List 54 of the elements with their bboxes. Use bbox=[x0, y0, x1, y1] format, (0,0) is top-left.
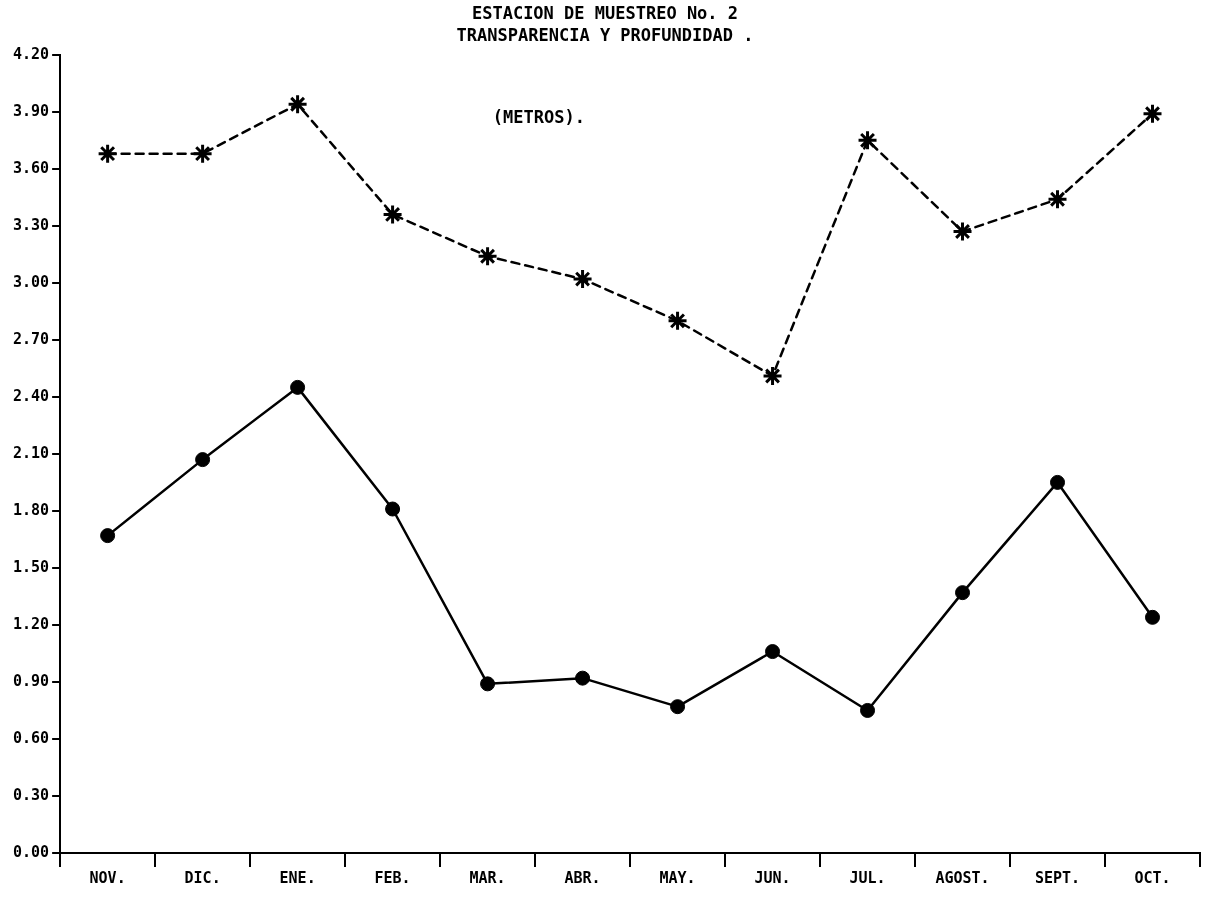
y-tick-label: 1.50 bbox=[13, 557, 50, 576]
point bbox=[667, 310, 689, 332]
y-tick-label: 2.70 bbox=[13, 329, 50, 348]
y-tick-label: 3.60 bbox=[13, 158, 50, 177]
point bbox=[1145, 609, 1161, 625]
point bbox=[382, 203, 404, 225]
point bbox=[575, 670, 591, 686]
point bbox=[195, 452, 211, 468]
x-tick-label: JUL. bbox=[849, 868, 886, 887]
point bbox=[952, 221, 974, 243]
y-tick-label: 0.90 bbox=[13, 671, 50, 690]
y-tick-label: 0.30 bbox=[13, 785, 50, 804]
y-tick-label: 3.90 bbox=[13, 101, 50, 120]
point bbox=[857, 129, 879, 151]
point bbox=[762, 365, 784, 387]
point bbox=[287, 93, 309, 115]
point bbox=[192, 143, 214, 165]
x-tick-label: MAY. bbox=[659, 868, 696, 887]
point bbox=[480, 676, 496, 692]
x-tick-label: ENE. bbox=[279, 868, 316, 887]
x-tick-label: FEB. bbox=[374, 868, 411, 887]
x-tick-label: DIC. bbox=[184, 868, 221, 887]
point bbox=[670, 699, 686, 715]
point bbox=[385, 501, 401, 517]
point bbox=[477, 245, 499, 267]
y-tick-label: 1.20 bbox=[13, 614, 50, 633]
point bbox=[1047, 188, 1069, 210]
point bbox=[572, 268, 594, 290]
chart-subtitle: TRANSPARENCIA Y PROFUNDIDAD . bbox=[456, 25, 754, 46]
y-tick-label: 4.20 bbox=[13, 44, 50, 63]
y-tick-label: 3.30 bbox=[13, 215, 50, 234]
point bbox=[1142, 103, 1164, 125]
x-tick-label: AGOST. bbox=[935, 868, 990, 887]
y-tick-label: 3.00 bbox=[13, 272, 50, 291]
x-tick-label: SEPT. bbox=[1034, 868, 1081, 887]
point bbox=[290, 379, 306, 395]
y-tick-label: 0.00 bbox=[13, 842, 50, 861]
point bbox=[100, 528, 116, 544]
x-tick-label: MAR. bbox=[469, 868, 506, 887]
x-tick-label: NOV. bbox=[89, 868, 126, 887]
x-tick-label: JUN. bbox=[754, 868, 791, 887]
chart-title: ESTACION DE MUESTREO No. 2 bbox=[471, 2, 739, 23]
x-tick-label: ABR. bbox=[564, 868, 601, 887]
point bbox=[1050, 474, 1066, 490]
point bbox=[765, 644, 781, 660]
x-tick-label: OCT. bbox=[1134, 868, 1171, 887]
y-tick-label: 1.80 bbox=[13, 500, 50, 519]
point bbox=[97, 143, 119, 165]
y-tick-label: 0.60 bbox=[13, 728, 50, 747]
point bbox=[955, 585, 971, 601]
y-tick-label: 2.10 bbox=[13, 443, 50, 462]
annotation: (METROS). bbox=[492, 106, 585, 127]
point bbox=[860, 702, 876, 718]
y-tick-label: 2.40 bbox=[13, 386, 50, 405]
